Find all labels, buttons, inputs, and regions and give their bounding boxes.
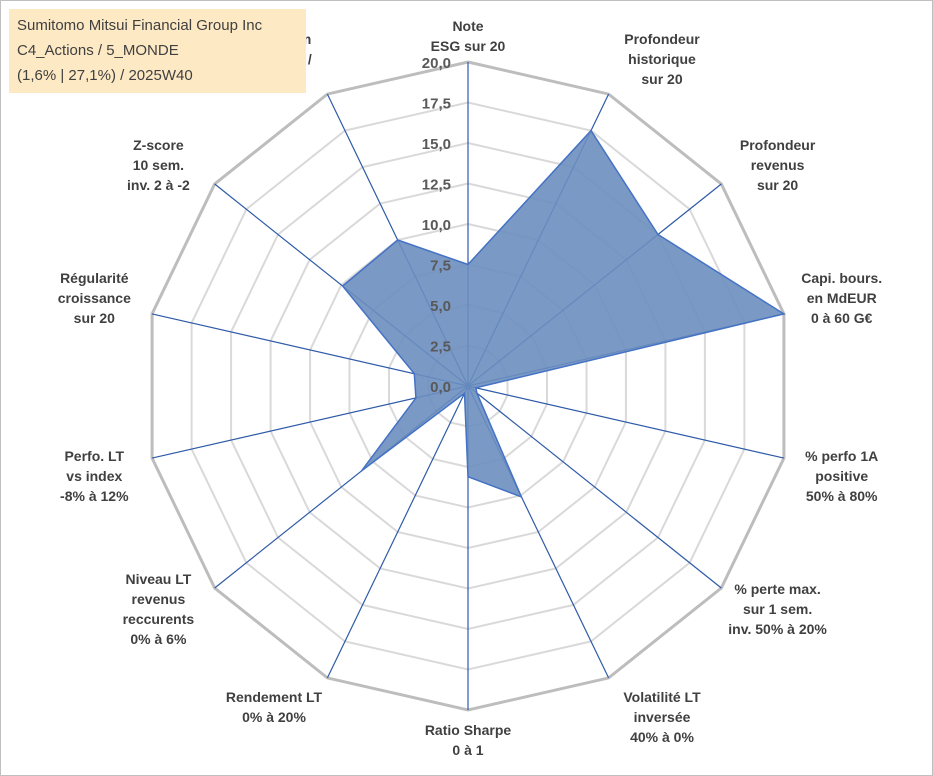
title-box: Sumitomo Mitsui Financial Group Inc C4_A…: [9, 9, 306, 93]
axis-label: Profondeur historique sur 20: [624, 31, 700, 87]
axis-spoke: [326, 385, 469, 679]
axis-label-line: 50% à 80%: [806, 488, 878, 504]
axis-label-line: 0 à 1: [452, 742, 483, 758]
axis-label-line: sur 20: [641, 71, 682, 87]
axis-label-line: % perfo 1A: [805, 448, 878, 464]
axis-label: Niveau LT revenus reccurents 0% à 6%: [123, 571, 195, 647]
axis-label-line: revenus: [751, 157, 805, 173]
radial-tick-labels: 0,0 2,5 5,0 7,5 10,0 12,5 15,0 17,5 20,0: [422, 55, 451, 396]
axis-label-line: croissance: [58, 290, 131, 306]
axis-label: Ratio Sharpe 0 à 1: [425, 722, 512, 758]
radar-series: [341, 129, 786, 499]
axis-label-line: Niveau LT: [125, 571, 191, 587]
axis-label-line: Profondeur: [624, 31, 700, 47]
tick-label: 12,5: [422, 177, 451, 194]
axis-label-line: Profondeur: [740, 137, 816, 153]
axis-label-line: Note: [452, 18, 483, 34]
axis-label-line: historique: [628, 51, 696, 67]
axis-label-line: inv. 2 à -2: [127, 177, 190, 193]
tick-label: 15,0: [422, 136, 451, 153]
axis-label-line: Perfo. LT: [64, 448, 124, 464]
axis-label-line: vs index: [66, 468, 122, 484]
axis-label-line: Volatilité LT: [623, 689, 701, 705]
title-line-period: (1,6% | 27,1%) / 2025W40: [17, 67, 193, 84]
axis-label: Capi. bours. en MdEUR 0 à 60 G€: [801, 270, 882, 326]
series-area: [341, 129, 786, 499]
axis-label-line: reccurents: [123, 611, 195, 627]
tick-label: 7,5: [430, 258, 451, 275]
axis-label-line: 0% à 6%: [130, 631, 187, 647]
axis-label-line: sur 20: [757, 177, 798, 193]
tick-label: 20,0: [422, 55, 451, 72]
title-line-category: C4_Actions / 5_MONDE: [17, 42, 179, 59]
axis-label-line: Rendement LT: [226, 689, 323, 705]
axis-label: Perfo. LT vs index -8% à 12%: [60, 448, 129, 504]
axis-label-line: 40% à 0%: [630, 729, 694, 745]
axis-label-line: revenus: [132, 591, 186, 607]
axis-label-line: positive: [815, 468, 868, 484]
title-line-company: Sumitomo Mitsui Financial Group Inc: [17, 17, 263, 34]
axis-label: Z-score 10 sem. inv. 2 à -2: [127, 137, 190, 193]
axis-label-line: Régularité: [60, 270, 129, 286]
axis-spoke: [467, 385, 722, 589]
axis-label-line: Capi. bours.: [801, 270, 882, 286]
axis-label-line: -8% à 12%: [60, 488, 129, 504]
axis-label-line: Ratio Sharpe: [425, 722, 512, 738]
axis-label-line: ESG sur 20: [431, 38, 506, 54]
axis-label-line: Z-score: [133, 137, 184, 153]
tick-label: 17,5: [422, 96, 451, 113]
axis-label: Rendement LT 0% à 20%: [226, 689, 323, 725]
axis-label-line: inv. 50% à 20%: [728, 621, 827, 637]
tick-label: 5,0: [430, 298, 451, 315]
axis-label-line: 10 sem.: [133, 157, 184, 173]
tick-label: 0,0: [430, 379, 451, 396]
tick-label: 2,5: [430, 339, 451, 356]
axis-label-line: sur 1 sem.: [743, 601, 812, 617]
axis-label-line: inversée: [634, 709, 691, 725]
axis-label: Régularité croissance sur 20: [58, 270, 131, 326]
axis-label-line: en MdEUR: [807, 290, 877, 306]
axis-label-line: sur 20: [74, 310, 115, 326]
axis-label-line: 0 à 60 G€: [811, 310, 873, 326]
axis-label-line: % perte max.: [734, 581, 820, 597]
axis-label: Note ESG sur 20: [431, 18, 506, 54]
axis-label: Profondeur revenus sur 20: [740, 137, 816, 193]
tick-label: 10,0: [422, 217, 451, 234]
axis-label: % perte max. sur 1 sem. inv. 50% à 20%: [728, 581, 827, 637]
axis-label-line: 0% à 20%: [242, 709, 306, 725]
axis-label: % perfo 1A positive 50% à 80%: [805, 448, 878, 504]
axis-label: Volatilité LT inversée 40% à 0%: [623, 689, 701, 745]
axis-spoke: [467, 385, 785, 459]
